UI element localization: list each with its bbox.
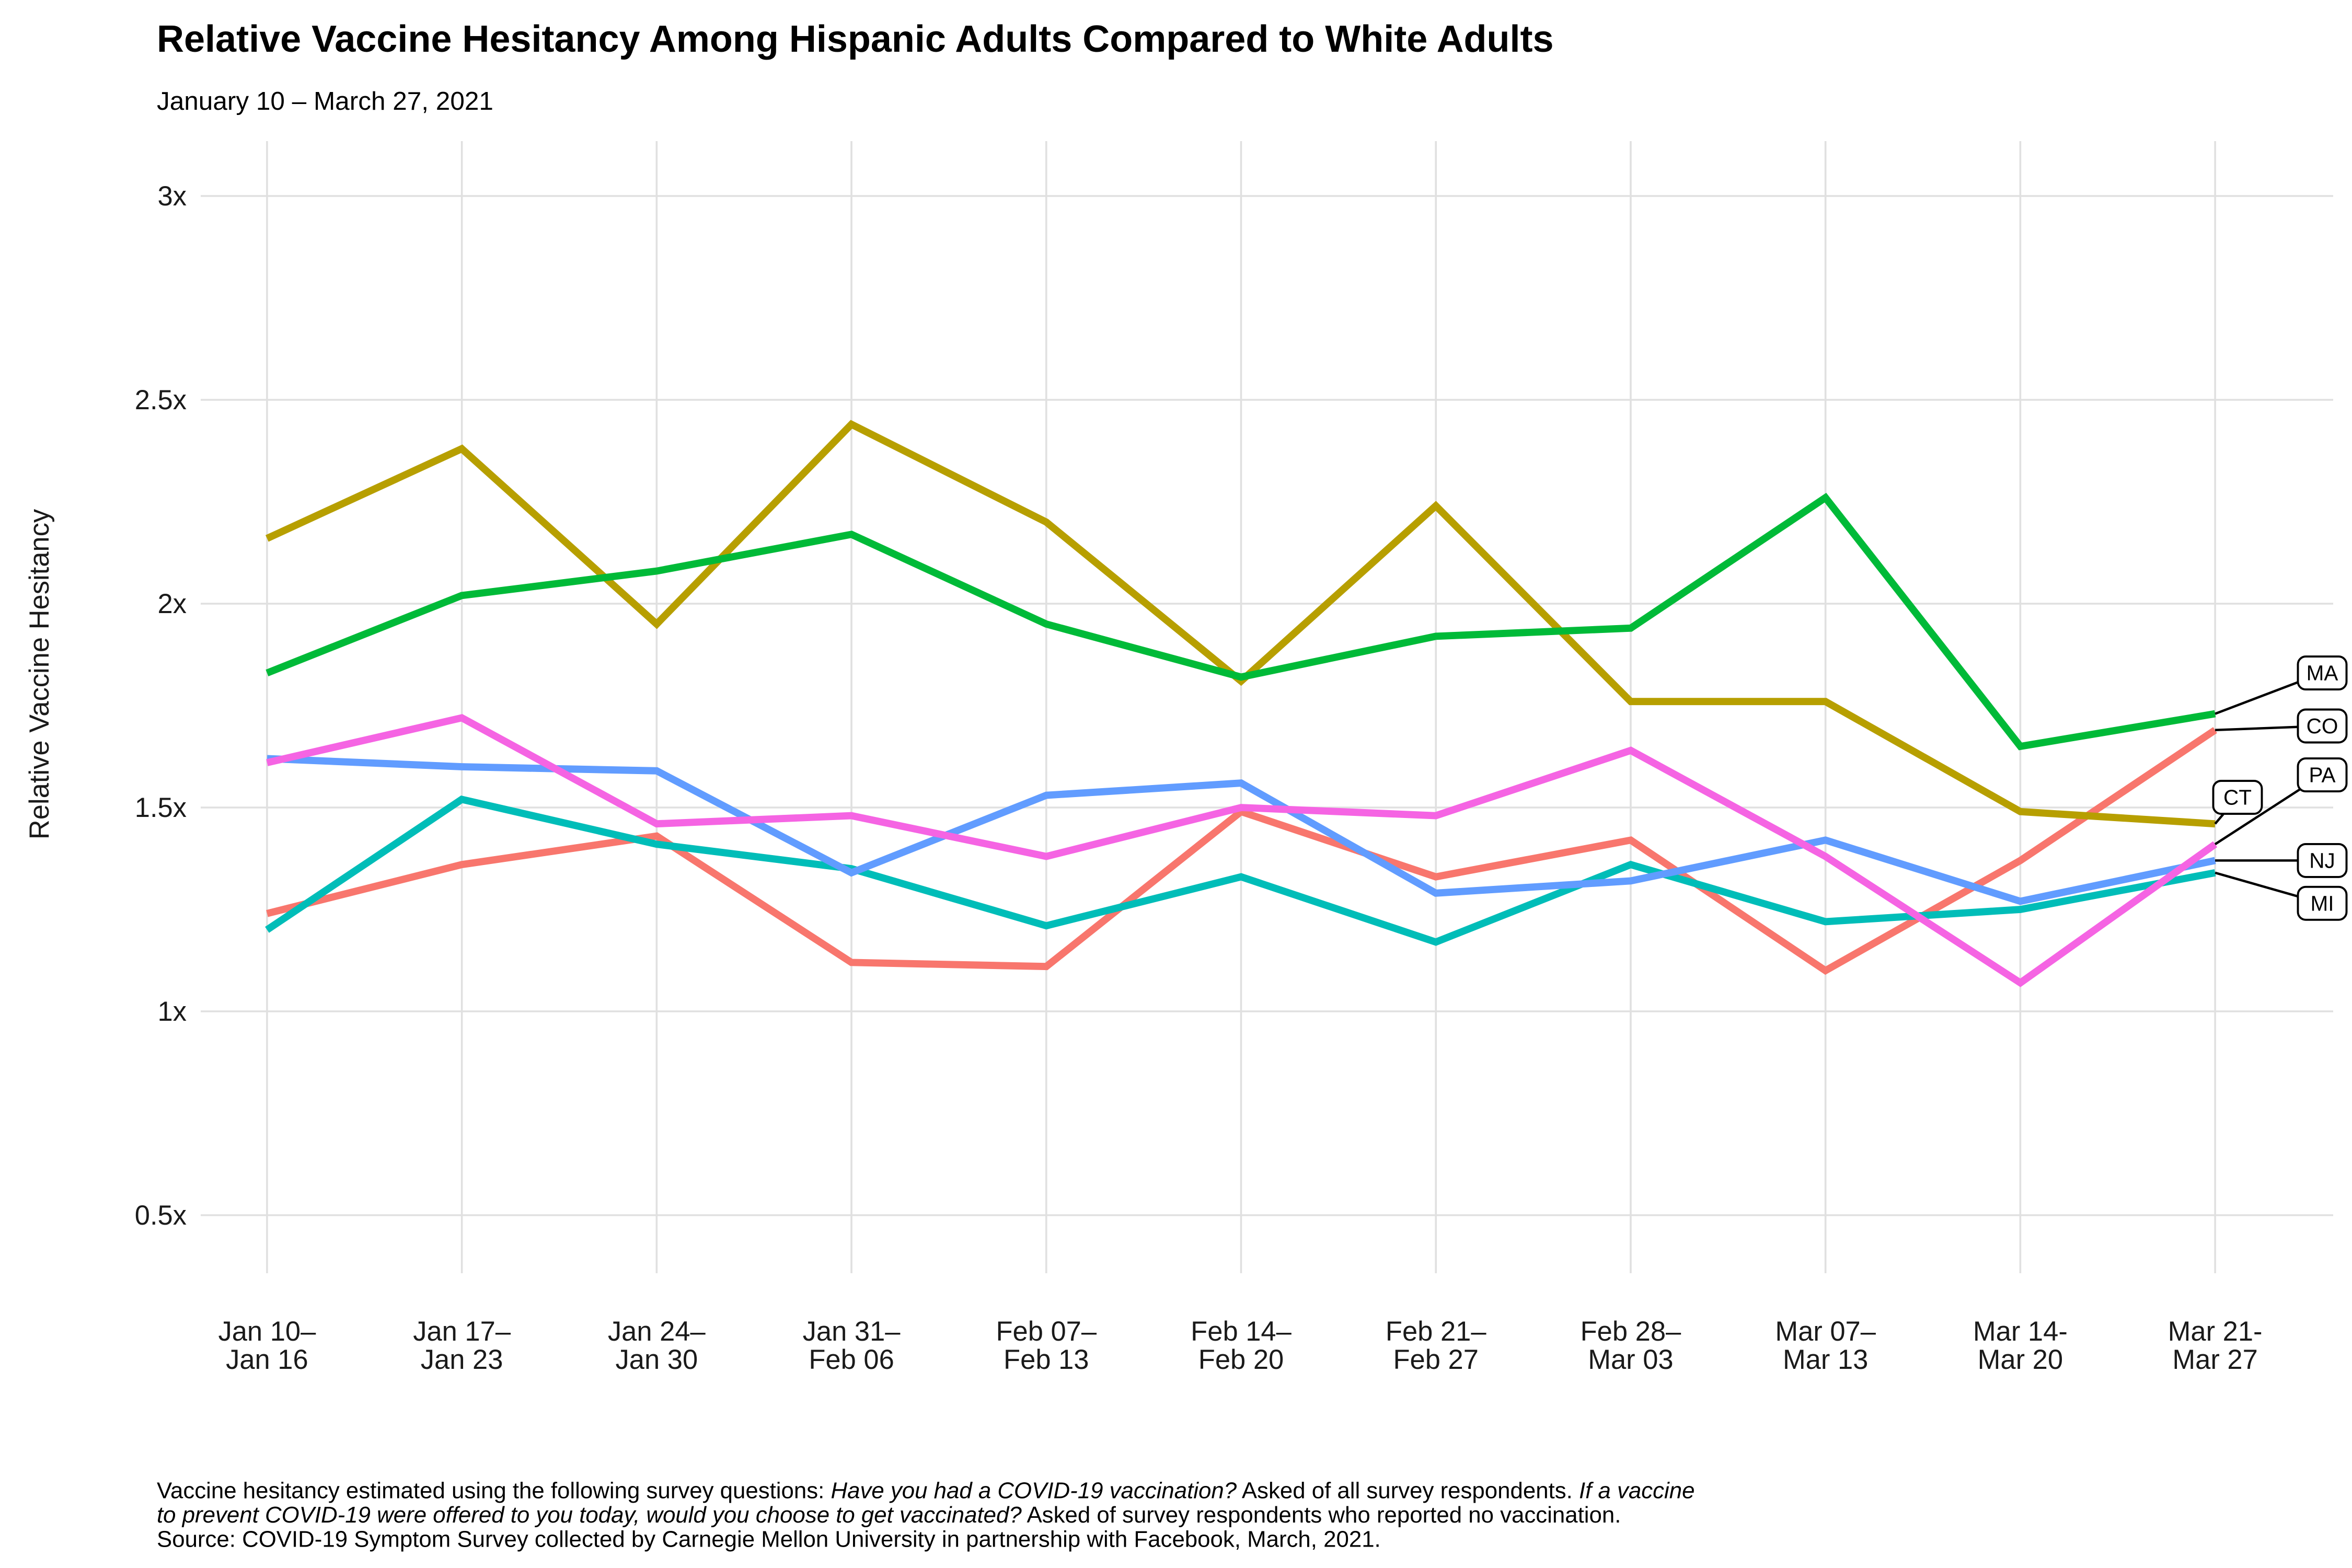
x-tick-label: Jan 31– Feb 06 xyxy=(803,1316,901,1375)
x-tick-label: Mar 07– Mar 13 xyxy=(1775,1316,1876,1375)
y-axis-title: Relative Vaccine Hesitancy xyxy=(24,509,55,839)
data-series-lines xyxy=(265,420,2218,987)
x-axis-tick-labels: Jan 10– Jan 16 Jan 17– Jan 23 Jan 24– Jan 30 J… xyxy=(218,1316,2262,1375)
footnote-line: Source: COVID-19 Symptom Survey collecte… xyxy=(157,1527,1381,1552)
x-tick-label: Feb 07– Feb 13 xyxy=(996,1316,1097,1375)
footnote: Vaccine hesitancy estimated using the fo… xyxy=(157,1478,1695,1552)
x-tick-label: Feb 14– Feb 20 xyxy=(1191,1316,1292,1375)
end-label-text-CT: CT xyxy=(2223,786,2252,810)
chart-title: Relative Vaccine Hesitancy Among Hispani… xyxy=(157,18,1554,60)
series-line-CT xyxy=(266,420,2216,828)
x-tick-label: Mar 21-Mar 27 xyxy=(2168,1316,2263,1375)
y-axis-tick-labels: 3x 2.5x 2x 1.5x 1x 0.5x xyxy=(135,181,187,1231)
end-label-text-PA: PA xyxy=(2309,763,2335,787)
footnote-line: to prevent COVID-19 were offered to you … xyxy=(157,1502,1621,1528)
series-line-CO xyxy=(266,727,2217,975)
y-tick-label: 0.5x xyxy=(135,1200,187,1231)
series-line-NJ xyxy=(267,755,2216,905)
chart-subtitle: January 10 – March 27, 2021 xyxy=(157,87,493,116)
x-tick-label: Jan 17– Jan 23 xyxy=(413,1316,511,1375)
y-tick-label: 1.5x xyxy=(135,792,187,823)
end-label-box-CT xyxy=(2212,780,2263,815)
end-label-box-MA xyxy=(2297,655,2348,691)
x-tick-label: Jan 10– Jan 16 xyxy=(218,1316,316,1375)
x-tick-label: Feb 28– Mar 03 xyxy=(1581,1316,1681,1375)
footnote-line: Vaccine hesitancy estimated using the fo… xyxy=(157,1478,1695,1504)
end-label-text-MA: MA xyxy=(2307,661,2338,685)
series-end-labels: CO CT MA MI NJ PA xyxy=(2212,655,2348,921)
y-tick-label: 2.5x xyxy=(135,385,187,416)
x-tick-label: Jan 24– Jan 30 xyxy=(608,1316,706,1375)
end-label-text-NJ: NJ xyxy=(2309,849,2335,873)
x-tick-label: Mar 14-Mar 20 xyxy=(1973,1316,2068,1375)
end-label-box-NJ xyxy=(2297,843,2348,878)
end-label-box-MI xyxy=(2297,885,2348,921)
end-label-box-PA xyxy=(2297,757,2348,793)
end-label-text-CO: CO xyxy=(2307,714,2338,738)
y-tick-label: 3x xyxy=(158,181,187,212)
y-tick-label: 2x xyxy=(158,589,187,619)
series-line-MA xyxy=(266,492,2216,751)
end-label-text-MI: MI xyxy=(2311,891,2334,915)
series-line-MI xyxy=(265,795,2216,946)
x-tick-label: Feb 21– Feb 27 xyxy=(1386,1316,1486,1375)
end-label-box-CO xyxy=(2297,708,2348,744)
y-tick-label: 1x xyxy=(158,996,187,1027)
series-line-PA xyxy=(266,714,2218,987)
vertical-gridlines xyxy=(266,141,2216,1273)
